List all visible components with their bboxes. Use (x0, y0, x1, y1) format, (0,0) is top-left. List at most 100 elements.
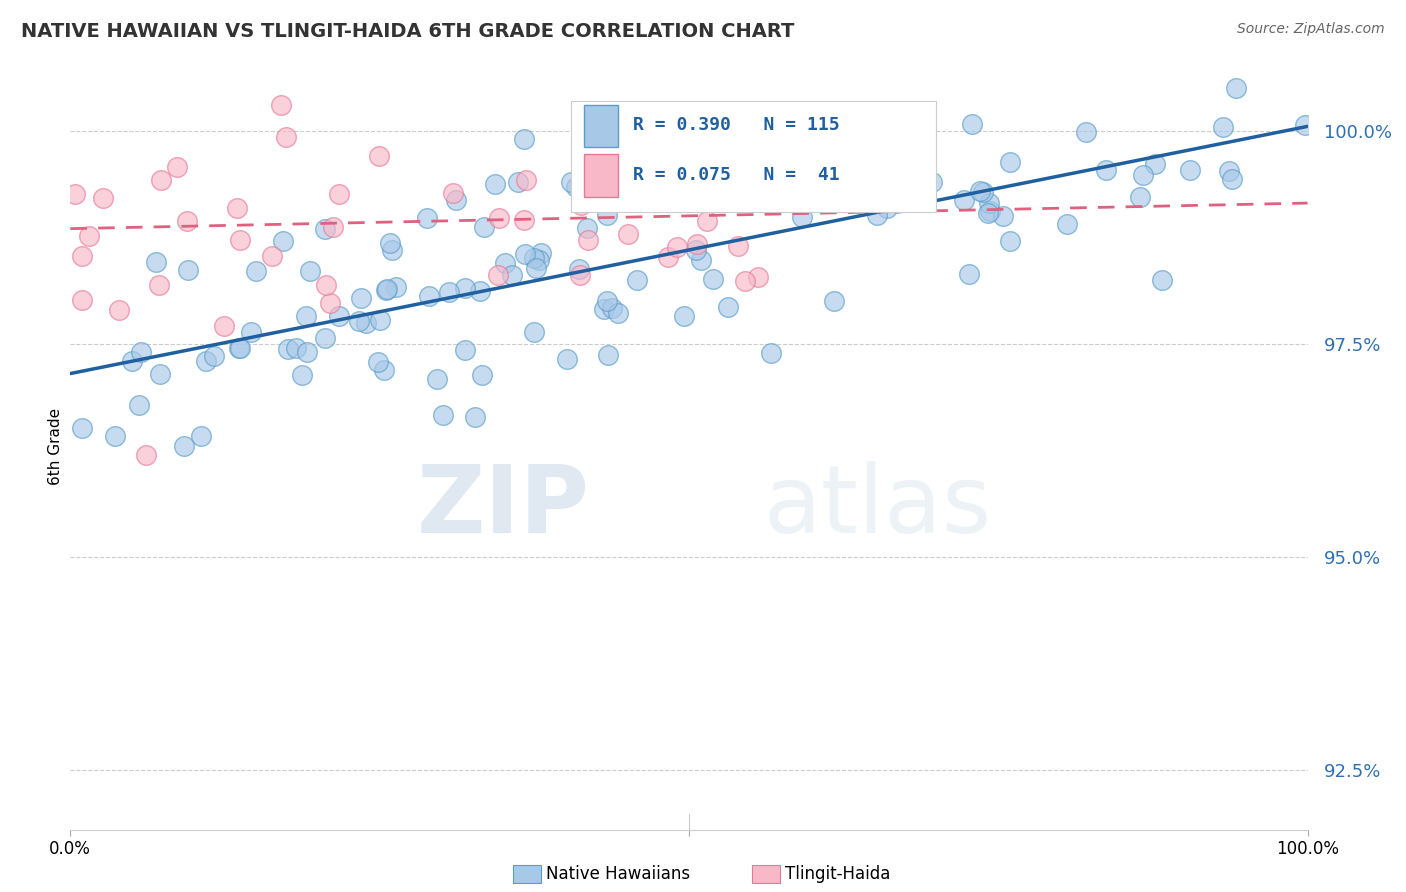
Point (1056, 217, 1078, 231)
Point (969, 184, 991, 198)
Point (472, 219, 495, 234)
Point (285, 341, 308, 355)
Point (484, 177, 506, 191)
Point (747, 269, 769, 284)
Point (131, 345, 153, 359)
Point (607, 306, 630, 320)
Point (576, 128, 599, 143)
Text: Tlingit-Haida: Tlingit-Haida (785, 865, 890, 883)
Point (441, 186, 464, 200)
Point (72, 421, 94, 435)
Bar (583, 104, 619, 147)
Point (685, 189, 707, 203)
Point (194, 354, 217, 368)
Point (560, 175, 582, 189)
Point (823, 293, 845, 308)
Point (121, 353, 143, 368)
Point (70, 293, 93, 307)
Point (790, 211, 813, 225)
Point (240, 325, 263, 339)
Point (328, 309, 350, 323)
Point (672, 309, 695, 323)
FancyBboxPatch shape (571, 101, 936, 212)
Point (513, 132, 536, 146)
Point (569, 198, 592, 212)
Point (1143, 157, 1166, 171)
Point (979, 204, 1001, 219)
Point (723, 192, 745, 206)
Point (689, 253, 711, 268)
Point (444, 193, 467, 207)
Point (229, 341, 252, 355)
Point (328, 186, 350, 201)
Point (513, 212, 536, 227)
Point (572, 178, 595, 193)
Point (350, 291, 373, 305)
Point (565, 180, 588, 194)
Point (522, 251, 544, 265)
Point (148, 278, 170, 293)
Point (314, 221, 336, 235)
Point (787, 162, 810, 177)
Point (998, 235, 1021, 249)
Point (952, 193, 974, 207)
Point (322, 219, 344, 234)
Point (761, 346, 783, 360)
Point (960, 117, 983, 131)
Point (626, 273, 648, 287)
Text: atlas: atlas (763, 461, 991, 553)
Y-axis label: 6th Grade: 6th Grade (48, 408, 63, 484)
Point (454, 343, 477, 358)
Point (381, 243, 404, 257)
Point (1294, 119, 1316, 133)
Point (426, 372, 449, 386)
Text: R = 0.390   N = 115: R = 0.390 N = 115 (633, 116, 839, 135)
Text: R = 0.075   N =  41: R = 0.075 N = 41 (633, 166, 839, 185)
Point (772, 186, 794, 201)
Point (617, 227, 640, 241)
Point (229, 233, 252, 247)
Point (135, 448, 157, 462)
Point (173, 439, 195, 453)
Point (416, 211, 439, 226)
Point (555, 352, 578, 367)
Point (354, 316, 377, 330)
Point (568, 262, 591, 277)
Point (593, 301, 616, 316)
Point (1129, 189, 1152, 203)
Point (734, 274, 756, 288)
Point (454, 281, 477, 295)
Point (291, 368, 314, 382)
Point (709, 190, 731, 204)
Point (1212, 120, 1234, 135)
Point (262, 250, 284, 264)
Point (501, 268, 523, 282)
Point (373, 363, 395, 377)
Point (177, 263, 200, 277)
Point (853, 174, 876, 188)
Point (367, 355, 389, 369)
Point (299, 264, 322, 278)
Point (271, 234, 294, 248)
Point (657, 250, 679, 264)
Point (727, 239, 749, 253)
Point (745, 173, 768, 187)
Point (471, 368, 494, 383)
Point (576, 233, 599, 247)
Point (685, 244, 707, 258)
Point (91, 191, 114, 205)
Point (1178, 163, 1201, 178)
Point (876, 202, 898, 216)
Point (702, 272, 724, 286)
Point (506, 175, 529, 189)
Point (1218, 164, 1240, 178)
Point (204, 350, 226, 364)
Point (176, 214, 198, 228)
Point (596, 293, 619, 308)
Point (998, 155, 1021, 169)
Point (595, 208, 617, 222)
Point (1225, 81, 1247, 95)
Point (523, 325, 546, 339)
Point (1220, 171, 1243, 186)
Point (921, 175, 943, 189)
